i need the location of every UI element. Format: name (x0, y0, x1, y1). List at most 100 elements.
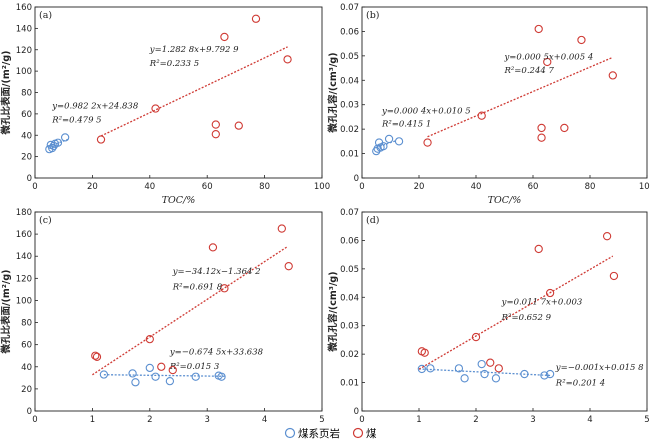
data-point-coal (211, 130, 220, 139)
y-tick-label: 60 (21, 110, 32, 120)
panel-label: (c) (39, 215, 52, 226)
y-tick-label: 40 (21, 363, 32, 373)
data-point-shale (191, 372, 200, 381)
data-point-coal (211, 120, 220, 129)
data-point-coal (145, 334, 154, 344)
y-tick-label: 0.04 (340, 76, 359, 86)
data-point-coal (277, 224, 286, 233)
legend-marker-coal (352, 427, 364, 439)
y-axis-label: 微孔孔容/(cm³/g) (327, 271, 339, 352)
y-tick-label: 0.05 (340, 52, 359, 62)
data-point-coal (534, 244, 543, 254)
x-tick-label: 5 (644, 415, 649, 425)
panel-label: (b) (366, 10, 380, 21)
data-point-shale (545, 369, 555, 379)
data-point-coal (537, 133, 546, 142)
data-point-coal (560, 123, 569, 133)
x-tick-label: 5 (319, 415, 324, 425)
data-point-coal (534, 24, 543, 34)
data-point-coal (577, 35, 586, 45)
data-point-coal (537, 123, 546, 133)
data-point-coal (494, 364, 503, 373)
data-point-coal (151, 104, 160, 113)
series-shale: y=−0.001x+0.015 8 R²=0.201 4 (417, 359, 644, 388)
fit-equation: y=0.011 7x+0.003 (501, 297, 583, 307)
data-point-shale (48, 143, 57, 153)
chart-panel-4: 01234500.010.020.030.040.050.060.07(d)RO… (327, 208, 650, 425)
trend-line-shale (103, 374, 225, 377)
y-tick-label: 0.05 (340, 265, 359, 275)
fit-equation: y=−0.001x+0.015 8 (555, 363, 644, 373)
fit-equation: y=0.000 4x+0.010 5 (381, 106, 471, 116)
legend-label-coal: 煤 (366, 427, 377, 440)
data-point-shale (477, 359, 486, 369)
y-tick-label: 0.01 (340, 379, 359, 389)
y-tick-label: 0.03 (340, 322, 359, 332)
panel-label: (a) (39, 10, 52, 21)
data-point-shale (480, 369, 489, 379)
data-point-shale (99, 370, 109, 379)
y-tick-label: 80 (21, 89, 32, 99)
data-point-shale (417, 364, 426, 374)
data-point-shale (540, 371, 549, 380)
trend-line-coal (92, 245, 288, 376)
y-tick-label: 0 (354, 407, 359, 417)
data-point-coal (234, 121, 243, 130)
panel-label: (d) (366, 215, 380, 226)
x-tick-label: 3 (530, 415, 535, 425)
data-point-coal (543, 57, 552, 67)
y-tick-label: 0.04 (340, 293, 359, 303)
y-tick-label: 0.07 (340, 3, 359, 13)
y-tick-label: 100 (16, 296, 32, 306)
fit-r-squared: R²=0.691 8 (172, 282, 223, 292)
data-point-shale (460, 374, 469, 383)
y-tick-label: 0.02 (340, 125, 359, 135)
data-point-coal (251, 14, 261, 23)
data-point-coal (477, 111, 486, 120)
x-tick-label: 2 (473, 415, 478, 425)
x-tick-label: 3 (204, 415, 209, 425)
fit-r-squared: R²=0.201 4 (555, 378, 605, 388)
data-point-coal (608, 71, 617, 80)
series-shale: y=0.000 4x+0.010 5 R²=0.415 1 (372, 106, 471, 156)
data-point-shale (454, 364, 464, 373)
data-point-coal (168, 365, 177, 375)
y-tick-label: 0.06 (340, 236, 359, 246)
x-tick-label: 0 (32, 182, 37, 192)
y-tick-label: 0.03 (340, 101, 359, 111)
legend-marker-shale (284, 427, 296, 439)
data-point-shale (145, 363, 154, 373)
data-point-coal (96, 135, 106, 144)
y-tick-label: 140 (16, 24, 32, 34)
fit-equation: y=−0.674 5x+33.638 (169, 348, 264, 358)
data-point-coal (420, 348, 429, 357)
y-tick-label: 120 (16, 46, 32, 56)
trend-line-coal (418, 255, 614, 370)
x-tick-label: 2 (147, 415, 152, 425)
fit-r-squared: R²=0.479 5 (51, 115, 101, 125)
y-tick-label: 60 (21, 341, 32, 351)
data-point-coal (423, 138, 432, 147)
trend-line-coal (427, 56, 614, 138)
data-point-coal (486, 358, 495, 367)
y-tick-label: 140 (16, 252, 32, 262)
data-point-shale (131, 378, 140, 387)
x-tick-label: 80 (585, 182, 596, 192)
x-tick-label: 60 (528, 182, 539, 192)
figure: 0 20 40 60 80 100020406080100120140160(a)TOC/… (0, 3, 650, 425)
fit-equation: y=0.000 5x+0.005 4 (504, 53, 594, 63)
fit-equation: y=1.282 8x+9.792 9 (149, 45, 239, 55)
data-point-coal (220, 284, 229, 293)
data-point-shale (384, 134, 394, 144)
y-tick-label: 40 (21, 131, 32, 141)
fit-equation: y=−34.12x−1.364 2 (172, 267, 261, 277)
x-tick-label: 100 (314, 182, 330, 192)
data-point-shale (520, 369, 529, 379)
y-tick-label: 0.02 (340, 350, 359, 360)
series-coal: y=0.000 5x+0.005 4 R²=0.244 7 (423, 24, 617, 147)
x-tick-label: 1 (416, 415, 421, 425)
x-tick-label: 0 (359, 415, 364, 425)
x-axis-label: TOC/% (162, 195, 196, 206)
plot-frame (34, 211, 323, 412)
fit-equation: y=0.982 2x+24.838 (51, 102, 139, 112)
